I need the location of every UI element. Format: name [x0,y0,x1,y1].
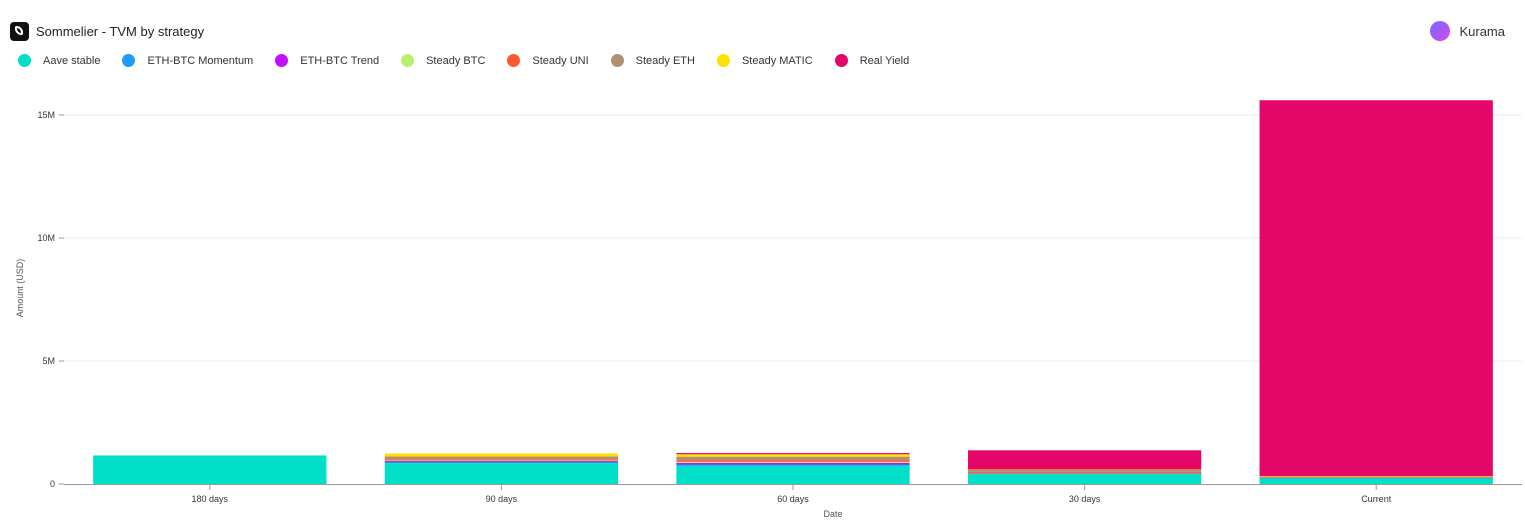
legend-label: Steady UNI [532,54,589,67]
bar-180-days-aave-stable [93,455,327,484]
x-axis-title: Date [823,509,842,519]
bar-60-days-steady-btc [676,461,910,463]
legend-swatch [122,54,136,67]
bar-60-days-aave-stable [676,465,910,484]
y-tick-label: 5M [42,356,55,366]
bar-60-days-eth-btc-momentum [676,464,910,466]
bar-90-days-aave-stable [384,463,619,484]
x-tick-label: 60 days [777,494,809,504]
legend-swatch [610,54,624,67]
legend-swatch [401,54,415,67]
legend: Aave stable ETH-BTC Momentum ETH-BTC Trend… [18,54,931,67]
bar-30-days-steady-uni [967,471,1202,473]
brand-name: Kurama [1459,23,1505,39]
x-tick-label: 90 days [486,494,518,504]
legend-label: Steady BTC [426,54,486,67]
legend-item-steady-matic[interactable]: Steady MATIC [716,54,813,67]
bar-60-days-steady-uni [676,460,910,462]
bar-60-days-eth-btc-trend [676,462,910,465]
bar-60-days-steady-eth [676,456,910,461]
legend-item-steady-btc[interactable]: Steady BTC [401,54,485,67]
legend-item-steady-uni[interactable]: Steady UNI [507,54,589,67]
legend-item-real-yield[interactable]: Real Yield [834,54,910,67]
legend-swatch [275,54,289,67]
brand: Kurama [1430,21,1505,41]
bar-90-days-eth-btc-momentum [384,461,619,464]
legend-swatch [507,54,521,67]
bar-current-real-yield [1259,100,1493,477]
legend-label: Steady ETH [635,54,695,67]
legend-item-eth-btc-momentum[interactable]: ETH-BTC Momentum [122,54,253,67]
bar-30-days-steady-eth [967,469,1202,472]
bar-90-days-steady-matic [384,453,619,457]
bar-90-days-steady-btc [384,459,619,462]
bar-60-days-steady-matic [676,454,910,457]
legend-label: Real Yield [859,54,910,67]
bar-current-steady-matic [1259,475,1493,477]
chart-header: Sommelier - TVM by strategy [10,22,204,41]
legend-label: Steady MATIC [741,54,813,67]
x-tick-label: 30 days [1069,494,1101,504]
bar-90-days-eth-btc-trend [384,460,619,463]
y-tick-label: 15M [37,110,55,120]
legend-item-aave-stable[interactable]: Aave stable [18,54,100,67]
bar-30-days-aave-stable [967,474,1202,484]
legend-label: ETH-BTC Momentum [147,54,254,67]
x-tick-label: Current [1361,494,1392,504]
legend-item-eth-btc-trend[interactable]: ETH-BTC Trend [275,54,379,67]
bar-current-aave-stable [1259,478,1493,484]
legend-swatch [834,54,848,67]
bar-90-days-steady-eth [384,456,619,460]
bar-90-days-steady-uni [384,459,619,461]
legend-item-steady-eth[interactable]: Steady ETH [610,54,695,67]
chart-title: Sommelier - TVM by strategy [36,24,205,39]
legend-label: ETH-BTC Trend [300,54,380,67]
y-tick-label: 10M [37,233,55,243]
bar-60-days-real-yield [676,453,910,455]
legend-swatch [18,54,31,67]
x-tick-label: 180 days [192,494,229,504]
bar-30-days-real-yield [967,450,1202,470]
legend-label: Aave stable [43,54,101,67]
legend-swatch [716,54,730,67]
y-tick-label: 0 [50,479,55,489]
sommelier-logo-icon [10,22,29,41]
y-axis-title: Amount (USD) [15,259,25,318]
kurama-avatar-icon [1430,21,1451,41]
